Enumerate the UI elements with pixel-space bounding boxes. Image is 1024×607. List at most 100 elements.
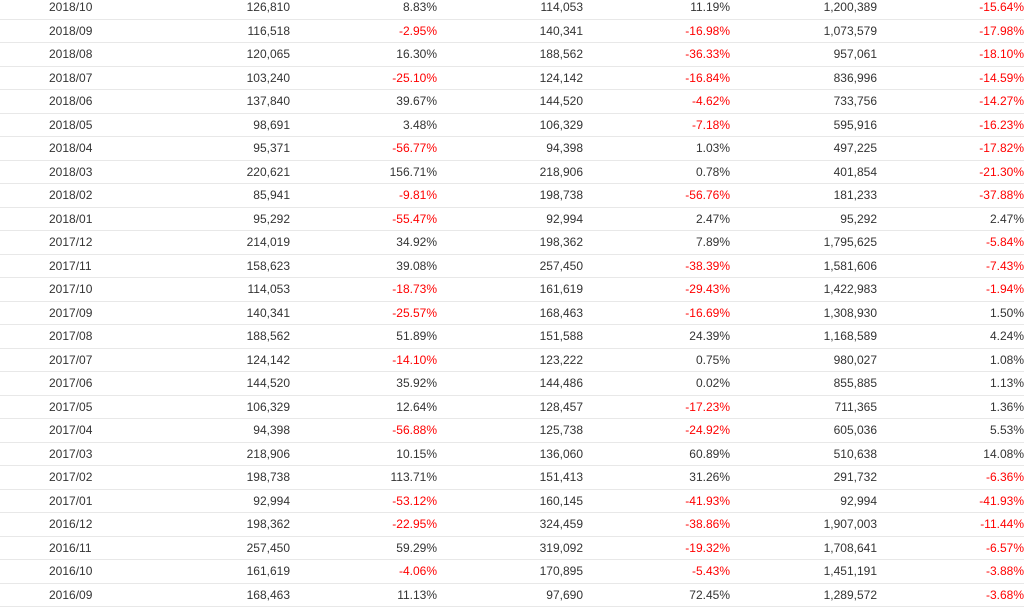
month-cell: 2018/03	[0, 160, 150, 184]
mom-change-cell: 35.92%	[290, 371, 437, 396]
cumulative-yoy-cell: 1.13%	[877, 371, 1024, 396]
month-cell: 2018/07	[0, 66, 150, 90]
table-row: 2017/09 140,341 -25.57% 168,463 -16.69% 1,308…	[0, 301, 1024, 325]
month-cell: 2017/08	[0, 324, 150, 349]
yoy-change-cell: 60.89%	[583, 442, 730, 466]
prev-year-sales-cell: 123,222	[437, 348, 583, 372]
monthly-sales-cell: 114,053	[150, 277, 290, 302]
cumulative-yoy-cell: -3.88%	[877, 559, 1024, 584]
table-row: 2017/01 92,994 -53.12% 160,145 -41.93% 92,994…	[0, 489, 1024, 513]
prev-year-sales-cell: 257,450	[437, 254, 583, 278]
month-cell: 2017/05	[0, 395, 150, 419]
yoy-change-cell: -19.32%	[583, 536, 730, 560]
monthly-sales-cell: 98,691	[150, 113, 290, 137]
yoy-change-cell: 1.03%	[583, 136, 730, 161]
mom-change-cell: 34.92%	[290, 230, 437, 255]
prev-year-sales-cell: 106,329	[437, 113, 583, 137]
monthly-sales-cell: 220,621	[150, 160, 290, 184]
month-cell: 2017/03	[0, 442, 150, 466]
cumulative-sales-cell: 1,422,983	[730, 277, 877, 302]
cumulative-yoy-cell: -5.84%	[877, 230, 1024, 255]
yoy-change-cell: 31.26%	[583, 465, 730, 490]
month-cell: 2016/10	[0, 559, 150, 584]
cumulative-sales-cell: 1,708,641	[730, 536, 877, 560]
cumulative-sales-cell: 95,292	[730, 207, 877, 231]
monthly-sales-cell: 95,292	[150, 207, 290, 231]
prev-year-sales-cell: 128,457	[437, 395, 583, 419]
cumulative-yoy-cell: -15.64%	[877, 0, 1024, 20]
cumulative-yoy-cell: 2.47%	[877, 207, 1024, 231]
yoy-change-cell: -24.92%	[583, 418, 730, 443]
month-cell: 2018/08	[0, 42, 150, 67]
cumulative-sales-cell: 181,233	[730, 183, 877, 208]
cumulative-sales-cell: 1,308,930	[730, 301, 877, 325]
prev-year-sales-cell: 136,060	[437, 442, 583, 466]
prev-year-sales-cell: 151,588	[437, 324, 583, 349]
month-cell: 2016/09	[0, 583, 150, 607]
table-row: 2016/10 161,619 -4.06% 170,895 -5.43% 1,451,1…	[0, 559, 1024, 584]
mom-change-cell: -14.10%	[290, 348, 437, 372]
mom-change-cell: 113.71%	[290, 465, 437, 490]
prev-year-sales-cell: 218,906	[437, 160, 583, 184]
table-row: 2017/07 124,142 -14.10% 123,222 0.75% 980,027…	[0, 348, 1024, 372]
prev-year-sales-cell: 114,053	[437, 0, 583, 20]
month-cell: 2018/01	[0, 207, 150, 231]
prev-year-sales-cell: 92,994	[437, 207, 583, 231]
mom-change-cell: 16.30%	[290, 42, 437, 67]
yoy-change-cell: -29.43%	[583, 277, 730, 302]
month-cell: 2018/06	[0, 89, 150, 114]
cumulative-yoy-cell: -3.68%	[877, 583, 1024, 607]
prev-year-sales-cell: 94,398	[437, 136, 583, 161]
yoy-change-cell: -16.98%	[583, 19, 730, 43]
prev-year-sales-cell: 151,413	[437, 465, 583, 490]
mom-change-cell: -22.95%	[290, 512, 437, 537]
yoy-change-cell: -4.62%	[583, 89, 730, 114]
prev-year-sales-cell: 97,690	[437, 583, 583, 607]
month-cell: 2017/09	[0, 301, 150, 325]
month-cell: 2017/07	[0, 348, 150, 372]
cumulative-yoy-cell: -37.88%	[877, 183, 1024, 208]
monthly-sales-cell: 95,371	[150, 136, 290, 161]
monthly-sales-cell: 116,518	[150, 19, 290, 43]
prev-year-sales-cell: 144,486	[437, 371, 583, 396]
monthly-sales-cell: 188,562	[150, 324, 290, 349]
monthly-sales-cell: 198,738	[150, 465, 290, 490]
monthly-sales-cell: 120,065	[150, 42, 290, 67]
mom-change-cell: 12.64%	[290, 395, 437, 419]
table-row: 2017/12 214,019 34.92% 198,362 7.89% 1,795,62…	[0, 230, 1024, 255]
month-cell: 2016/12	[0, 512, 150, 537]
cumulative-sales-cell: 1,289,572	[730, 583, 877, 607]
monthly-sales-cell: 137,840	[150, 89, 290, 114]
month-cell: 2018/05	[0, 113, 150, 137]
prev-year-sales-cell: 198,738	[437, 183, 583, 208]
cumulative-sales-cell: 836,996	[730, 66, 877, 90]
prev-year-sales-cell: 125,738	[437, 418, 583, 443]
prev-year-sales-cell: 198,362	[437, 230, 583, 255]
monthly-sales-cell: 168,463	[150, 583, 290, 607]
mom-change-cell: 39.08%	[290, 254, 437, 278]
table-row: 2016/12 198,362 -22.95% 324,459 -38.86% 1,907…	[0, 512, 1024, 537]
cumulative-sales-cell: 595,916	[730, 113, 877, 137]
month-cell: 2018/02	[0, 183, 150, 208]
prev-year-sales-cell: 170,895	[437, 559, 583, 584]
cumulative-yoy-cell: 1.50%	[877, 301, 1024, 325]
table-row: 2018/03 220,621 156.71% 218,906 0.78% 401,854…	[0, 160, 1024, 184]
prev-year-sales-cell: 160,145	[437, 489, 583, 513]
mom-change-cell: -18.73%	[290, 277, 437, 302]
yoy-change-cell: 0.02%	[583, 371, 730, 396]
table-row: 2018/07 103,240 -25.10% 124,142 -16.84% 836,9…	[0, 66, 1024, 90]
month-cell: 2018/09	[0, 19, 150, 43]
cumulative-yoy-cell: -1.94%	[877, 277, 1024, 302]
table-row: 2017/08 188,562 51.89% 151,588 24.39% 1,168,5…	[0, 324, 1024, 349]
cumulative-sales-cell: 1,451,191	[730, 559, 877, 584]
month-cell: 2016/11	[0, 536, 150, 560]
mom-change-cell: -9.81%	[290, 183, 437, 208]
mom-change-cell: -56.88%	[290, 418, 437, 443]
table-row: 2017/04 94,398 -56.88% 125,738 -24.92% 605,03…	[0, 418, 1024, 443]
cumulative-sales-cell: 711,365	[730, 395, 877, 419]
prev-year-sales-cell: 161,619	[437, 277, 583, 302]
cumulative-yoy-cell: -16.23%	[877, 113, 1024, 137]
monthly-sales-cell: 218,906	[150, 442, 290, 466]
cumulative-sales-cell: 401,854	[730, 160, 877, 184]
table-row: 2018/10 126,810 8.83% 114,053 11.19% 1,200,38…	[0, 0, 1024, 20]
